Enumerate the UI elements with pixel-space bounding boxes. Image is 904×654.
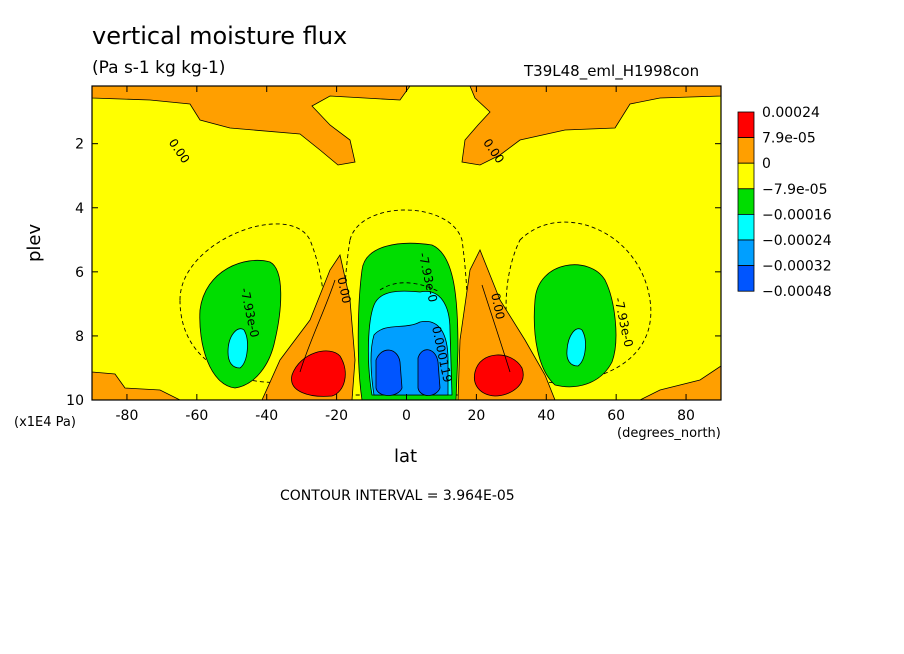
- y-tick-label: 4: [75, 201, 84, 217]
- contour-fields: [92, 86, 721, 400]
- negative-core-right: [566, 328, 586, 367]
- x-tick-label: -20: [325, 408, 348, 424]
- contour-line: [299, 279, 336, 373]
- x-tick-label: -60: [185, 408, 208, 424]
- positive-core-left: [291, 350, 346, 397]
- legend-label: 7.9e-05: [762, 131, 816, 147]
- negative-core-left: [227, 328, 248, 369]
- upper-positive-region-right: [461, 86, 721, 166]
- negative-minimum-right: [417, 349, 441, 396]
- y-tick-label: 2: [75, 137, 84, 153]
- contour-label: 0.00: [334, 276, 353, 305]
- chart-units: (Pa s-1 kg kg-1): [92, 58, 226, 78]
- legend-label: 0.00024: [762, 105, 820, 121]
- legend-swatch: [737, 239, 755, 267]
- legend-swatch: [737, 265, 755, 292]
- legend-swatch: [737, 162, 755, 190]
- contour-line: [343, 209, 469, 396]
- x-axis-unit: (degrees_north): [617, 426, 721, 441]
- legend-label: −0.00016: [762, 207, 832, 223]
- legend-label: −0.00024: [762, 233, 832, 249]
- legend-swatch: [737, 213, 755, 241]
- y-tick-label: 8: [75, 329, 84, 345]
- contour-label: 0.00: [488, 292, 507, 321]
- run-name: T39L48_eml_H1998con: [524, 62, 700, 80]
- negative-cell-left: [199, 259, 282, 389]
- y-axis-ticks: 2 4 6 8 10: [66, 137, 721, 409]
- x-tick-label: -40: [255, 408, 278, 424]
- y-tick-label: 10: [66, 393, 84, 409]
- legend-label: −0.00032: [762, 259, 832, 275]
- legend-label: −7.9e-05: [762, 182, 827, 198]
- x-tick-label: -80: [116, 408, 139, 424]
- x-tick-label: 80: [677, 408, 695, 424]
- y-axis-unit: (x1E4 Pa): [14, 415, 76, 430]
- x-tick-label: 20: [467, 408, 485, 424]
- legend-swatch: [737, 188, 755, 215]
- x-tick-label: 60: [607, 408, 625, 424]
- x-axis-label: lat: [394, 446, 418, 467]
- chart-title: vertical moisture flux: [92, 22, 348, 50]
- contour-line: [481, 284, 511, 373]
- negative-cell-right: [533, 264, 617, 388]
- y-tick-label: 6: [75, 265, 84, 281]
- color-legend: 0.00024 7.9e-05 0 −7.9e-05 −0.00016 −0.00024 −…: [737, 105, 832, 300]
- legend-swatch: [737, 137, 755, 164]
- upper-positive-region-left: [92, 86, 411, 166]
- negative-minimum-left: [375, 349, 403, 396]
- legend-label: 0: [762, 156, 771, 172]
- bottom-edge-region-left: [92, 371, 181, 400]
- x-tick-label: 0: [402, 408, 411, 424]
- positive-core-right: [473, 354, 524, 397]
- x-axis-ticks: -80 -60 -40 -20 0 20 40 60 80: [116, 86, 695, 424]
- legend-label: −0.00048: [762, 284, 832, 300]
- x-tick-label: 40: [537, 408, 555, 424]
- legend-swatch: [737, 111, 755, 139]
- contour-interval: CONTOUR INTERVAL = 3.964E-05: [280, 488, 515, 504]
- bottom-edge-region-right: [639, 365, 721, 400]
